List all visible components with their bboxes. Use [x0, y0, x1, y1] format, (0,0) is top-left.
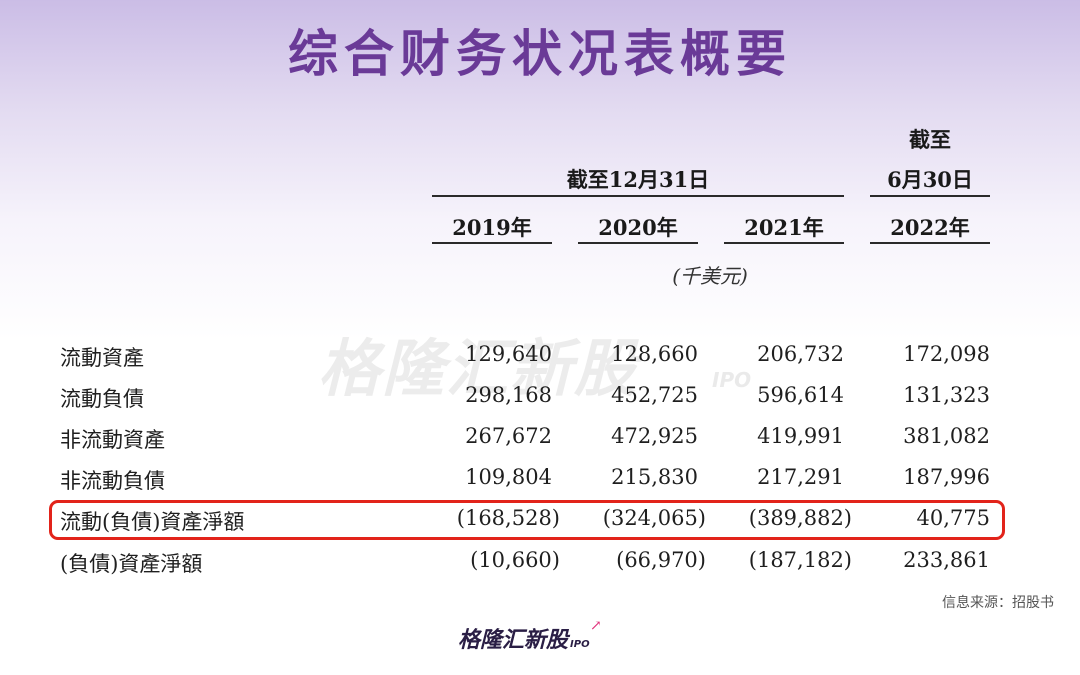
footer-logo-ipo: IPO — [570, 639, 590, 650]
period-group-rule — [432, 195, 844, 197]
value-cell: 596,614 — [757, 383, 844, 407]
value-cell: (187,182) — [748, 548, 852, 572]
table-row: 非流動負債 109,804 215,830 217,291 187,996 — [0, 459, 1080, 499]
value-cell: 452,725 — [611, 383, 698, 407]
last-period-rule — [870, 195, 990, 197]
value-cell: 419,991 — [757, 424, 844, 448]
year-header-2022: 2022年 — [890, 215, 970, 240]
trend-arrow-icon: ↗ — [590, 618, 602, 634]
year-rule-2019 — [432, 242, 552, 244]
value-cell: 472,925 — [611, 424, 698, 448]
value-cell: (168,528) — [456, 506, 560, 530]
footer-logo-text: 格隆汇新股 — [458, 628, 569, 653]
value-cell: (10,660) — [470, 548, 560, 572]
value-cell: (389,882) — [748, 506, 852, 530]
year-rule-2021 — [724, 242, 844, 244]
table-row: 非流動資產 267,672 472,925 419,991 381,082 — [0, 418, 1080, 458]
row-label: 流動(負債)資產淨額 — [60, 510, 245, 534]
value-cell: 172,098 — [903, 342, 990, 366]
highlight-box — [49, 500, 1005, 540]
source-note: 信息来源：招股书 — [942, 595, 1054, 611]
value-cell: 215,830 — [611, 465, 698, 489]
footer-logo: 格隆汇新股 IPO — [458, 622, 590, 654]
value-cell: 187,996 — [903, 465, 990, 489]
year-header-2021: 2021年 — [744, 215, 824, 240]
period-group-header: 截至12月31日 — [566, 167, 710, 192]
year-rule-2022 — [870, 242, 990, 244]
value-cell: 40,775 — [916, 506, 990, 530]
row-label: 非流動負債 — [60, 469, 165, 493]
watermark-logo: 格隆汇新股 — [318, 332, 639, 405]
table-row-highlighted: 流動(負債)資產淨額 (168,528) (324,065) (389,882)… — [0, 500, 1080, 540]
value-cell: 233,861 — [903, 548, 990, 572]
value-cell: 128,660 — [611, 342, 698, 366]
unit-label: (千美元) — [672, 264, 748, 288]
value-cell: 109,804 — [465, 465, 552, 489]
value-cell: 267,672 — [465, 424, 552, 448]
value-cell: (324,065) — [602, 506, 706, 530]
row-label: (負債)資產淨額 — [60, 552, 203, 576]
value-cell: 131,323 — [903, 383, 990, 407]
value-cell: (66,970) — [616, 548, 706, 572]
value-cell: 298,168 — [465, 383, 552, 407]
year-header-2020: 2020年 — [598, 215, 678, 240]
row-label: 流動負債 — [60, 387, 144, 411]
page-title: 综合财务状况表概要 — [288, 25, 792, 83]
row-label: 非流動資產 — [60, 428, 165, 452]
row-label: 流動資產 — [60, 346, 144, 370]
table-row: 流動資產 129,640 128,660 206,732 172,098 — [0, 336, 1080, 376]
year-rule-2020 — [578, 242, 698, 244]
year-header-2019: 2019年 — [452, 215, 532, 240]
value-cell: 129,640 — [465, 342, 552, 366]
table-row: (負債)資產淨額 (10,660) (66,970) (187,182) 233… — [0, 542, 1080, 582]
watermark-ipo: IPO — [712, 368, 752, 392]
last-period-header-line2: 6月30日 — [887, 167, 973, 192]
table-row: 流動負債 298,168 452,725 596,614 131,323 — [0, 377, 1080, 417]
value-cell: 217,291 — [757, 465, 844, 489]
value-cell: 381,082 — [903, 424, 990, 448]
value-cell: 206,732 — [757, 342, 844, 366]
last-period-header-line1: 截至 — [909, 127, 951, 152]
